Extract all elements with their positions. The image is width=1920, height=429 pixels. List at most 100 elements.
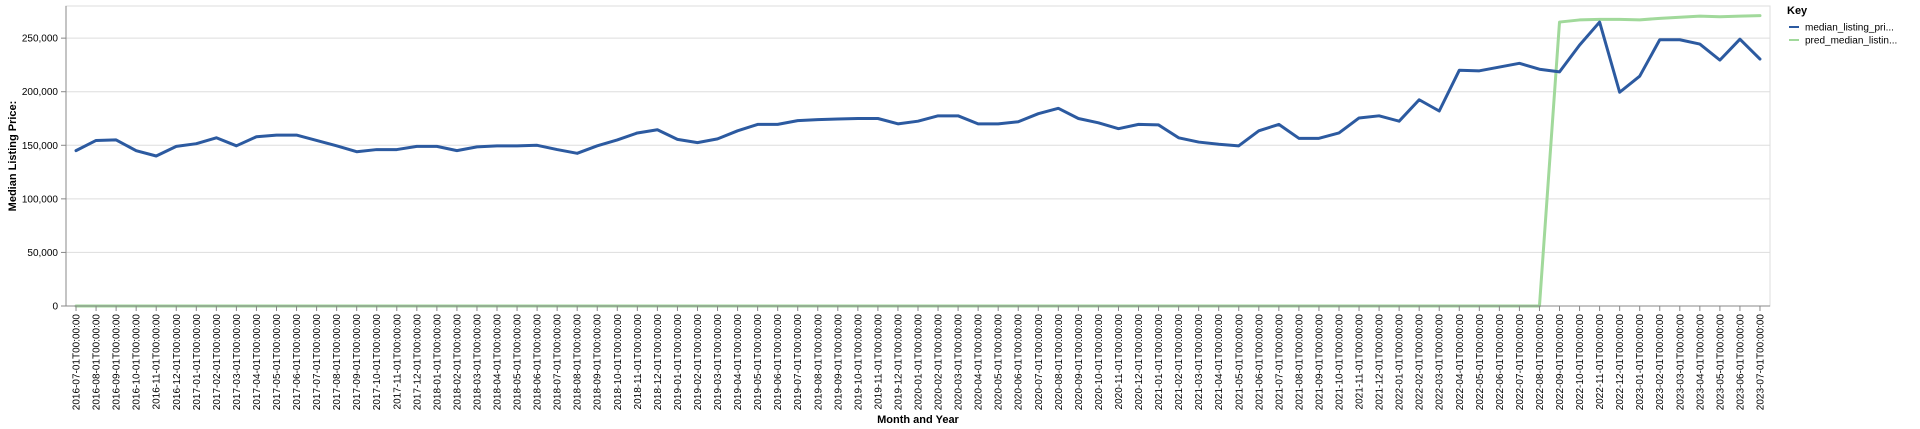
x-tick-label: 2019-03-01T00:00:00 (713, 314, 724, 411)
x-tick-label: 2023-07-01T00:00:00 (1755, 314, 1766, 411)
x-tick-label: 2018-09-01T00:00:00 (593, 314, 604, 411)
x-tick-label: 2018-06-01T00:00:00 (533, 314, 544, 411)
x-tick-label: 2017-04-01T00:00:00 (252, 314, 263, 411)
x-tick-label: 2023-04-01T00:00:00 (1695, 314, 1706, 411)
x-tick-label: 2018-03-01T00:00:00 (472, 314, 483, 411)
x-tick-label: 2017-03-01T00:00:00 (232, 314, 243, 411)
x-tick-label: 2018-11-01T00:00:00 (633, 314, 644, 410)
x-tick-label: 2018-08-01T00:00:00 (573, 314, 584, 411)
x-tick-label: 2018-05-01T00:00:00 (513, 314, 524, 411)
x-tick-label: 2019-06-01T00:00:00 (773, 314, 784, 411)
legend: Key median_listing_pri... pred_median_lis… (1787, 5, 1897, 47)
x-tick-label: 2017-07-01T00:00:00 (312, 314, 323, 411)
x-tick-label: 2021-04-01T00:00:00 (1214, 314, 1225, 411)
plot-area (65, 5, 1771, 307)
x-tick-label: 2019-10-01T00:00:00 (853, 314, 864, 411)
x-tick-label: 2022-12-01T00:00:00 (1615, 314, 1626, 411)
x-tick-label: 2021-06-01T00:00:00 (1254, 314, 1265, 411)
x-tick-label: 2021-07-01T00:00:00 (1274, 314, 1285, 411)
x-tick-label: 2019-02-01T00:00:00 (693, 314, 704, 411)
x-tick-label: 2020-07-01T00:00:00 (1034, 314, 1045, 411)
x-tick-label: 2020-06-01T00:00:00 (1014, 314, 1025, 411)
x-tick-label: 2019-08-01T00:00:00 (813, 314, 824, 411)
x-tick-label: 2019-11-01T00:00:00 (873, 314, 884, 410)
x-tick-label: 2021-09-01T00:00:00 (1314, 314, 1325, 411)
legend-title: Key (1787, 5, 1808, 17)
x-tick-label: 2020-10-01T00:00:00 (1094, 314, 1105, 411)
x-tick-label: 2020-02-01T00:00:00 (934, 314, 945, 411)
x-tick-label: 2020-05-01T00:00:00 (994, 314, 1005, 411)
x-tick-label: 2020-04-01T00:00:00 (974, 314, 985, 411)
x-tick-label: 2022-11-01T00:00:00 (1595, 314, 1606, 410)
x-tick-label: 2017-09-01T00:00:00 (352, 314, 363, 411)
x-axis: 2016-07-01T00:00:00 2016-08-01T00:00:00 20… (66, 305, 1770, 411)
x-tick-label: 2020-01-01T00:00:00 (914, 314, 925, 411)
x-tick-label: 2020-11-01T00:00:00 (1114, 314, 1125, 410)
x-tick-label: 2018-04-01T00:00:00 (493, 314, 504, 411)
x-tick-label: 2023-01-01T00:00:00 (1635, 314, 1646, 411)
x-tick-label: 2017-01-01T00:00:00 (192, 314, 203, 411)
x-tick-label: 2022-10-01T00:00:00 (1575, 314, 1586, 411)
x-tick-label: 2016-12-01T00:00:00 (172, 314, 183, 411)
x-tick-label: 2022-07-01T00:00:00 (1515, 314, 1526, 411)
x-tick-label: 2021-10-01T00:00:00 (1334, 314, 1345, 411)
x-tick-label: 2018-02-01T00:00:00 (452, 314, 463, 411)
y-tick-label: 0 (52, 302, 58, 313)
x-tick-label: 2019-04-01T00:00:00 (733, 314, 744, 411)
x-tick-label: 2021-05-01T00:00:00 (1234, 314, 1245, 411)
y-tick-label: 250,000 (22, 34, 59, 45)
x-tick-label: 2016-07-01T00:00:00 (72, 314, 83, 411)
series-line (74, 20, 1762, 158)
x-tick-label: 2018-01-01T00:00:00 (432, 314, 443, 411)
legend-label: pred_median_listin... (1805, 36, 1897, 47)
x-tick-label: 2016-08-01T00:00:00 (92, 314, 103, 411)
x-tick-label: 2019-01-01T00:00:00 (673, 314, 684, 411)
x-tick-label: 2017-12-01T00:00:00 (412, 314, 423, 411)
x-tick-label: 2016-11-01T00:00:00 (152, 314, 163, 410)
x-tick-label: 2017-08-01T00:00:00 (332, 314, 343, 411)
x-tick-label: 2020-08-01T00:00:00 (1054, 314, 1065, 411)
x-tick-label: 2022-09-01T00:00:00 (1555, 314, 1566, 411)
legend-label: median_listing_pri... (1805, 23, 1894, 34)
x-tick-label: 2017-02-01T00:00:00 (212, 314, 223, 411)
x-tick-label: 2022-04-01T00:00:00 (1455, 314, 1466, 411)
x-tick-label: 2017-05-01T00:00:00 (272, 314, 283, 411)
x-tick-label: 2023-03-01T00:00:00 (1675, 314, 1686, 411)
x-tick-label: 2017-11-01T00:00:00 (392, 314, 403, 410)
x-tick-label: 2022-01-01T00:00:00 (1395, 314, 1406, 411)
x-tick-label: 2019-12-01T00:00:00 (893, 314, 904, 411)
x-tick-label: 2022-05-01T00:00:00 (1475, 314, 1486, 411)
x-tick-label: 2017-06-01T00:00:00 (292, 314, 303, 411)
x-tick-label: 2019-05-01T00:00:00 (753, 314, 764, 411)
y-axis: 0 50,000 100,000 150,000 200,000 250,000 (22, 6, 67, 313)
x-tick-label: 2023-06-01T00:00:00 (1735, 314, 1746, 411)
x-tick-label: 2021-12-01T00:00:00 (1375, 314, 1386, 411)
x-tick-label: 2021-03-01T00:00:00 (1194, 314, 1205, 411)
x-tick-label: 2022-02-01T00:00:00 (1415, 314, 1426, 411)
x-tick-label: 2019-09-01T00:00:00 (833, 314, 844, 411)
x-tick-label: 2017-10-01T00:00:00 (372, 314, 383, 411)
x-tick-label: 2021-08-01T00:00:00 (1294, 314, 1305, 411)
grid-lines (66, 37, 1770, 307)
x-tick-label: 2016-09-01T00:00:00 (112, 314, 123, 411)
x-tick-label: 2022-08-01T00:00:00 (1535, 314, 1546, 411)
x-tick-label: 2021-11-01T00:00:00 (1355, 314, 1366, 410)
y-tick-label: 200,000 (22, 87, 59, 98)
x-axis-title: Month and Year (877, 414, 959, 426)
x-tick-label: 2023-02-01T00:00:00 (1655, 314, 1666, 411)
x-tick-label: 2019-07-01T00:00:00 (793, 314, 804, 411)
x-tick-label: 2021-02-01T00:00:00 (1174, 314, 1185, 411)
series-lines (74, 14, 1762, 308)
y-tick-label: 150,000 (22, 141, 59, 152)
x-tick-label: 2018-10-01T00:00:00 (613, 314, 624, 411)
y-axis-title: Median Listing Price: (7, 101, 19, 212)
x-tick-label: 2023-05-01T00:00:00 (1715, 314, 1726, 411)
x-tick-label: 2022-03-01T00:00:00 (1435, 314, 1446, 411)
y-tick-label: 50,000 (27, 248, 58, 259)
x-tick-label: 2016-10-01T00:00:00 (132, 314, 143, 411)
x-tick-label: 2020-03-01T00:00:00 (954, 314, 965, 411)
series-line (74, 14, 1762, 308)
x-tick-label: 2022-06-01T00:00:00 (1495, 314, 1506, 411)
x-tick-label: 2020-09-01T00:00:00 (1074, 314, 1085, 411)
